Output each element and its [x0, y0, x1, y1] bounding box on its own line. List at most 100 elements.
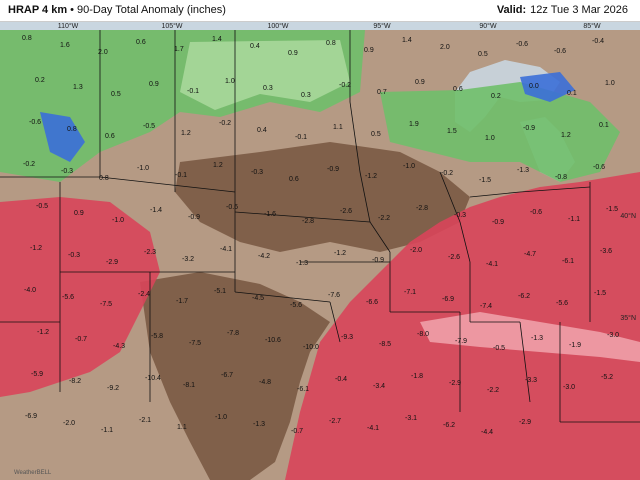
anomaly-value-label: -7.5 [100, 301, 112, 308]
anomaly-value-label: -0.6 [593, 164, 605, 171]
anomaly-value-label: -2.7 [329, 418, 341, 425]
anomaly-value-label: -3.3 [525, 377, 537, 384]
longitude-label: 110°W [58, 22, 79, 30]
anomaly-value-label: -4.7 [524, 251, 536, 258]
anomaly-value-label: -7.4 [480, 303, 492, 310]
latitude-labels: 40°N 35°N [620, 212, 636, 322]
anomaly-value-label: -5.6 [556, 300, 568, 307]
anomaly-value-label: 0.6 [105, 133, 115, 140]
anomaly-value-label: 0.2 [35, 77, 45, 84]
anomaly-value-label: -0.8 [555, 174, 567, 181]
anomaly-value-label: -0.5 [493, 345, 505, 352]
anomaly-value-label: 2.0 [440, 44, 450, 51]
valid-label: Valid: [496, 4, 527, 16]
anomaly-value-label: 0.9 [149, 81, 159, 88]
anomaly-value-label: -2.3 [144, 249, 156, 256]
anomaly-value-label: 0.4 [250, 43, 260, 50]
anomaly-value-label: 1.0 [225, 78, 235, 85]
anomaly-value-label: -0.6 [226, 204, 238, 211]
anomaly-value-label: -6.9 [25, 413, 37, 420]
anomaly-value-label: 1.4 [402, 37, 412, 44]
anomaly-value-label: -1.3 [296, 260, 308, 267]
anomaly-value-label: -4.8 [259, 379, 271, 386]
anomaly-value-label: -0.4 [592, 38, 604, 45]
anomaly-value-label: 0.0 [529, 83, 539, 90]
anomaly-value-label: -1.8 [411, 373, 423, 380]
anomaly-value-label: -1.2 [37, 329, 49, 336]
product-name: 90-Day Total Anomaly (inches) [76, 4, 226, 16]
anomaly-value-label: 0.5 [478, 51, 488, 58]
anomaly-value-label: 1.6 [60, 42, 70, 49]
anomaly-value-label: -5.9 [31, 371, 43, 378]
latitude-label: 40°N [620, 212, 636, 220]
anomaly-value-label: -1.7 [176, 298, 188, 305]
anomaly-value-label: -6.6 [366, 299, 378, 306]
southern-dry-pink-zone [420, 312, 640, 362]
anomaly-value-label: 1.0 [605, 80, 615, 87]
anomaly-value-label: 0.6 [136, 39, 146, 46]
anomaly-value-label: -8.1 [183, 382, 195, 389]
anomaly-value-label: -0.9 [523, 125, 535, 132]
anomaly-value-label: 0.9 [74, 210, 84, 217]
anomaly-value-label: -2.9 [519, 419, 531, 426]
anomaly-value-label: 0.1 [567, 90, 577, 97]
central-plains-dry-zone [175, 142, 470, 252]
anomaly-value-label: -6.2 [518, 293, 530, 300]
map-title: HRAP 4 km • 90-Day Total Anomaly (inches) [8, 4, 226, 16]
longitude-label: 85°W [583, 22, 601, 30]
state-border-line [519, 321, 531, 403]
north-central-wet-zone [180, 40, 350, 110]
anomaly-value-label: -0.6 [29, 119, 41, 126]
anomaly-value-label: -1.5 [606, 206, 618, 213]
anomaly-value-label: 1.1 [177, 424, 187, 431]
anomaly-value-label: 0.2 [491, 93, 501, 100]
anomaly-value-label: -0.7 [291, 428, 303, 435]
anomaly-value-label: -1.0 [215, 414, 227, 421]
anomaly-value-label: -0.5 [143, 123, 155, 130]
longitude-label: 90°W [479, 22, 497, 30]
anomaly-value-label: 0.8 [67, 126, 77, 133]
anomaly-value-label: -3.2 [182, 256, 194, 263]
anomaly-value-label: 0.6 [453, 86, 463, 93]
anomaly-value-label: 0.8 [99, 175, 109, 182]
anomaly-value-label: -5.8 [151, 333, 163, 340]
anomaly-value-label: -0.6 [530, 209, 542, 216]
southern-plains-dry-zone [140, 272, 330, 480]
anomaly-value-label: -6.1 [562, 258, 574, 265]
great-lakes-wet-zone [380, 82, 620, 182]
anomaly-value-label: -1.2 [365, 173, 377, 180]
anomaly-value-label: -2.9 [106, 259, 118, 266]
anomaly-value-label: -10.0 [303, 344, 319, 351]
anomaly-value-label: -2.0 [63, 420, 75, 427]
anomaly-value-label: -3.0 [563, 384, 575, 391]
anomaly-value-label: -4.1 [486, 261, 498, 268]
anomaly-value-label: 1.9 [409, 121, 419, 128]
model-name: HRAP 4 km [8, 4, 68, 16]
anomaly-value-label: -2.2 [378, 215, 390, 222]
anomaly-value-label: -0.6 [516, 41, 528, 48]
anomaly-value-label: -7.8 [227, 330, 239, 337]
anomaly-value-label: -4.5 [252, 295, 264, 302]
anomaly-value-label: -0.2 [441, 170, 453, 177]
anomaly-value-label: -0.1 [175, 172, 187, 179]
longitude-label: 95°W [373, 22, 391, 30]
anomaly-value-label: -3.1 [405, 415, 417, 422]
anomaly-value-label: -1.1 [101, 427, 113, 434]
anomaly-value-label: -1.3 [253, 421, 265, 428]
anomaly-value-label: -2.1 [139, 417, 151, 424]
anomaly-value-label: -2.2 [487, 387, 499, 394]
anomaly-value-label: -1.3 [517, 167, 529, 174]
anomaly-value-label: -5.6 [290, 302, 302, 309]
west-dry-red-zone [0, 197, 160, 397]
anomaly-value-label: -2.6 [340, 208, 352, 215]
anomaly-value-label: 1.7 [174, 46, 184, 53]
anomaly-value-label: -0.9 [188, 214, 200, 221]
anomaly-value-label: -4.4 [481, 429, 493, 436]
anomaly-value-label: -2.0 [410, 247, 422, 254]
anomaly-value-label: 0.9 [288, 50, 298, 57]
anomaly-map: 110°W 105°W 100°W 95°W 90°W 85°W 40°N 35°N 0.8… [0, 22, 640, 480]
anomaly-value-label: -6.2 [443, 422, 455, 429]
anomaly-value-label: 0.9 [364, 47, 374, 54]
anomaly-value-label: -4.0 [24, 287, 36, 294]
anomaly-value-label: -5.6 [62, 294, 74, 301]
